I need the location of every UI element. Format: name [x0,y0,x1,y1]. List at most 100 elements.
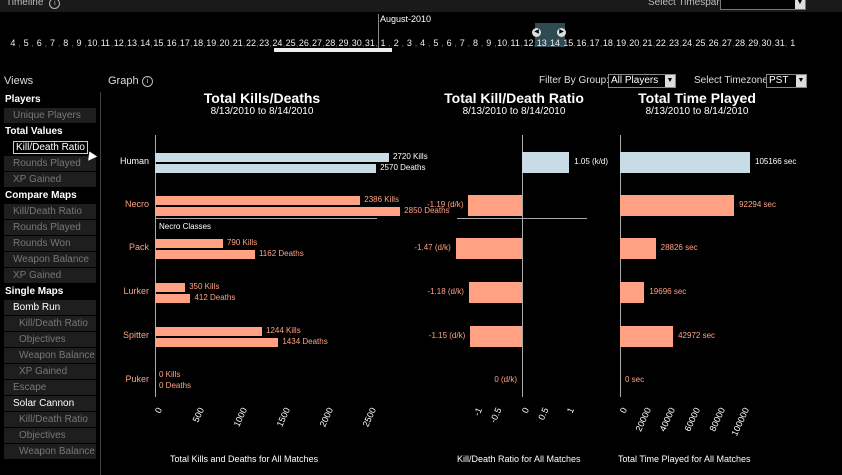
bar-kills[interactable] [155,153,389,162]
filter-group-select[interactable]: All Players ▼ [608,74,676,88]
sidebar-item[interactable]: XP Gained [4,172,96,187]
timeline-day[interactable]: 19 [206,38,217,48]
timeline-day[interactable]: 21 [642,38,653,48]
ratio-bar[interactable] [468,282,522,303]
timeline-day[interactable]: 26 [708,38,719,48]
sidebar-item[interactable]: Objectives [4,332,96,347]
sidebar-item[interactable]: Kill/Death Ratio [4,316,96,331]
timeline-day[interactable]: 13 [126,38,137,48]
timeline-day[interactable]: 25 [695,38,706,48]
timeline-day[interactable]: 11 [510,38,520,48]
timeline-day[interactable]: 6 [36,38,42,48]
sidebar-item[interactable]: Kill/Death Ratio [4,140,96,155]
bar-deaths[interactable] [155,294,191,303]
timeline-day[interactable]: 9 [486,38,492,48]
time-bar[interactable] [620,195,735,216]
ratio-bar[interactable] [470,326,522,347]
ratio-bar[interactable] [455,238,522,259]
sidebar-item[interactable]: Weapon Balance [4,444,96,459]
timeline-day[interactable]: 25 [285,38,296,48]
timeline-day[interactable]: 1 [790,38,796,48]
bar-kills[interactable] [155,283,186,292]
timeline-day[interactable]: 31 [774,38,785,48]
ratio-bar[interactable] [522,152,570,173]
timespan-select[interactable]: ▼ [720,0,806,10]
timeline-scrollbar[interactable] [274,48,392,52]
timeline-day[interactable]: 19 [616,38,627,48]
sidebar-item[interactable]: Kill/Death Ratio [4,204,96,219]
chevron-down-icon[interactable]: ▼ [796,75,806,87]
timeline-day[interactable]: 30 [351,38,362,48]
timeline-day[interactable]: 7 [50,38,56,48]
timeline-day[interactable]: 8 [63,38,69,48]
bar-kills[interactable] [155,196,361,205]
sidebar-item[interactable]: Rounds Played [4,156,96,171]
timeline-day[interactable]: 30 [761,38,772,48]
info-icon[interactable]: i [142,76,153,87]
timeline-day[interactable]: 17 [589,38,600,48]
bar-deaths[interactable] [155,250,255,259]
bar-kills[interactable] [155,239,223,248]
sidebar-item[interactable]: Rounds Played [4,220,96,235]
sidebar-item[interactable]: Weapon Balance [4,252,96,267]
sidebar-item[interactable]: Solar Cannon [4,396,96,411]
timeline-day[interactable]: 18 [602,38,613,48]
timeline-day[interactable]: 5 [23,38,29,48]
timezone-select[interactable]: PST ▼ [766,74,807,88]
sidebar-item[interactable]: Rounds Won [4,236,96,251]
sidebar-item[interactable]: Weapon Balance [4,348,96,363]
timeline-day[interactable]: 20 [219,38,230,48]
bar-deaths[interactable] [155,164,377,173]
timeline-day[interactable]: 29 [748,38,759,48]
time-bar[interactable] [620,326,674,347]
timeline-day[interactable]: 13 [536,38,547,48]
timeline-day[interactable]: 28 [735,38,746,48]
timeline-day[interactable]: 22 [655,38,666,48]
timeline-day[interactable]: 12 [113,38,124,48]
timeline-right-handle-icon[interactable]: ▶ [557,28,566,37]
timeline-day[interactable]: 16 [576,38,587,48]
timeline-day[interactable]: 23 [259,38,270,48]
timeline-day[interactable]: 17 [179,38,190,48]
bar-deaths[interactable] [155,338,279,347]
timeline-day[interactable]: 4 [10,38,16,48]
timeline-day[interactable]: 4 [420,38,426,48]
sidebar-item[interactable]: Escape [4,380,96,395]
sidebar-item[interactable]: XP Gained [4,268,96,283]
timeline-day[interactable]: 23 [668,38,679,48]
bar-deaths[interactable] [155,207,401,216]
timeline-day[interactable]: 15 [563,38,574,48]
timeline-day[interactable]: 31 [364,38,375,48]
timeline-day[interactable]: 5 [433,38,439,48]
timeline-day[interactable]: 20 [629,38,640,48]
sidebar-item[interactable]: Objectives [4,428,96,443]
sidebar-item[interactable]: XP Gained [4,364,96,379]
timeline-day[interactable]: 8 [473,38,479,48]
sidebar-item[interactable]: Bomb Run [4,300,96,315]
time-bar[interactable] [620,152,750,173]
timeline-day[interactable]: 12 [523,38,534,48]
time-bar[interactable] [620,238,656,259]
timeline-day[interactable]: 22 [245,38,256,48]
timeline-day[interactable]: 16 [166,38,177,48]
timeline-day[interactable]: 1 [380,38,386,48]
timeline-left-handle-icon[interactable]: ◀ [532,28,541,37]
timeline-day[interactable]: 6 [446,38,452,48]
ratio-bar[interactable] [468,195,522,216]
timeline-day[interactable]: 27 [312,38,323,48]
time-bar[interactable] [620,282,645,303]
timeline-day[interactable]: 7 [459,38,465,48]
timeline-day[interactable]: 2 [393,38,399,48]
info-icon[interactable]: i [49,0,61,9]
timeline-day[interactable]: 14 [140,38,151,48]
chevron-down-icon[interactable]: ▼ [795,0,805,9]
bar-kills[interactable] [155,327,263,336]
chevron-down-icon[interactable]: ▼ [665,75,675,87]
timeline-day[interactable]: 28 [325,38,336,48]
timeline-day[interactable]: 14 [549,38,560,48]
timeline-day[interactable]: 10 [497,38,508,48]
sidebar-item[interactable]: Unique Players [4,108,96,123]
timeline-day[interactable]: 24 [682,38,693,48]
timeline-day[interactable]: 21 [232,38,243,48]
timeline-day[interactable]: 15 [153,38,164,48]
